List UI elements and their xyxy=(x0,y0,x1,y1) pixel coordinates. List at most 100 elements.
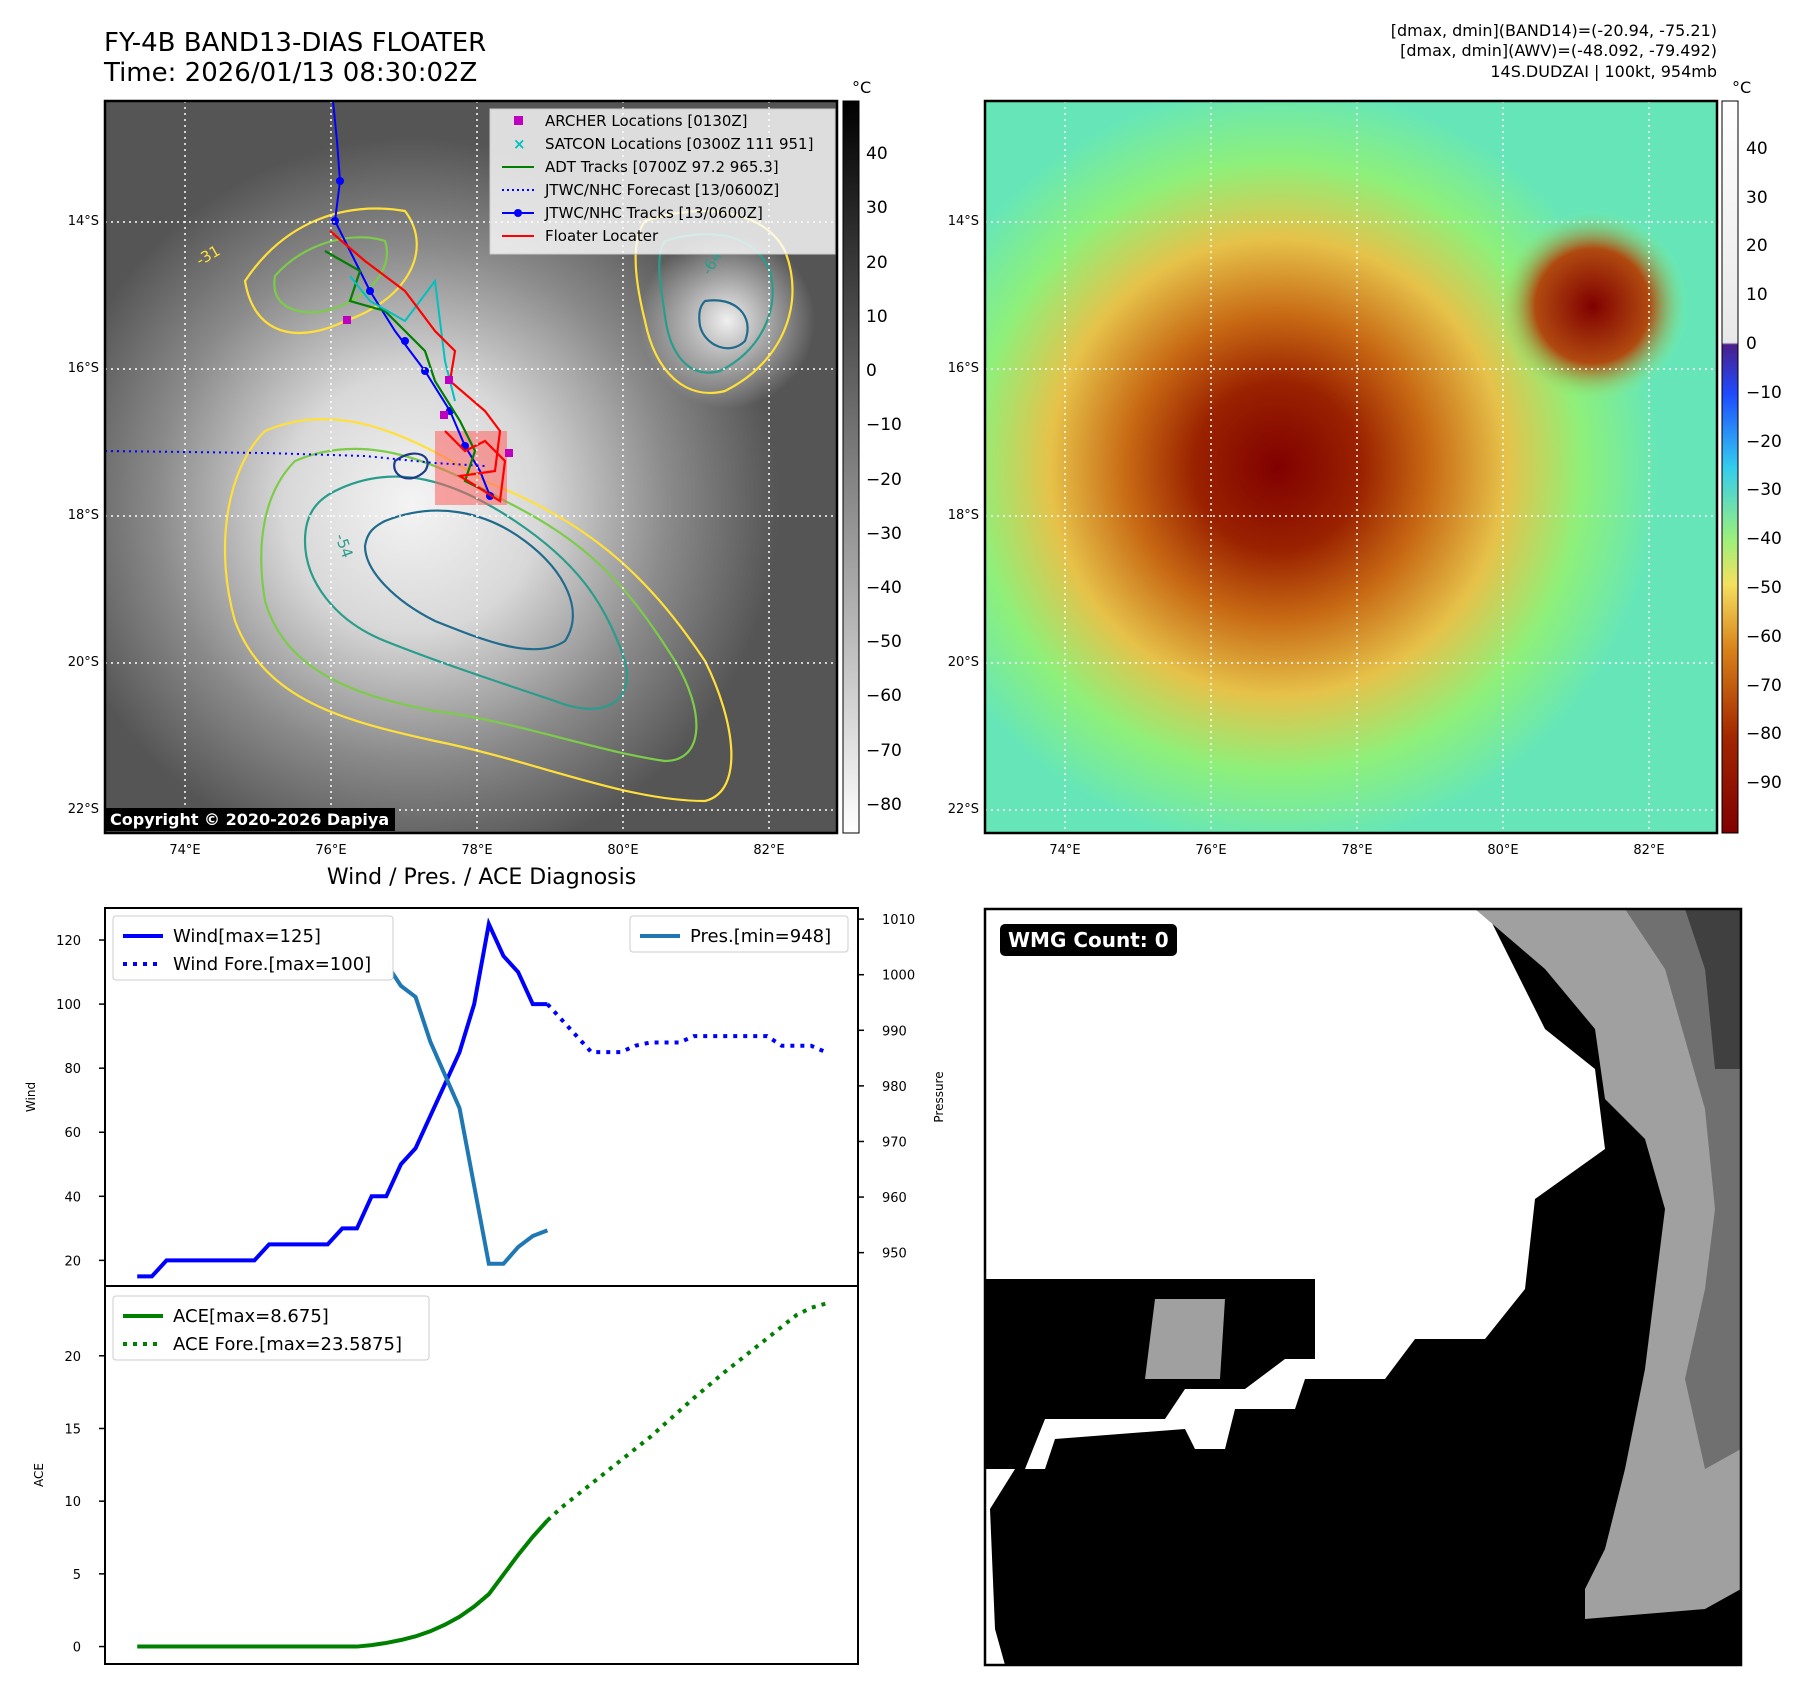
legend-marker: × xyxy=(513,135,526,153)
legend-label: Pres.[min=948] xyxy=(690,926,831,947)
lon-label: 80°E xyxy=(607,843,639,858)
colorbar-tick: 20 xyxy=(866,252,888,273)
lat-label: 22°S xyxy=(67,802,99,817)
jtwc-track-point xyxy=(366,287,374,295)
axis-label: Wind xyxy=(24,1082,38,1112)
colorbar-tick: 0 xyxy=(866,361,877,382)
colorbar-tick: −80 xyxy=(1746,724,1782,745)
wind-forecast-line xyxy=(545,1002,827,1055)
lon-label: 76°E xyxy=(315,843,347,858)
colorbar-tick: −40 xyxy=(866,578,902,598)
colorbar-tick: −80 xyxy=(866,794,902,815)
jtwc-track-point xyxy=(331,217,339,225)
adt-track xyxy=(324,250,486,492)
wmg-count-badge: WMG Count: 0 xyxy=(1000,924,1177,956)
awv-range: [dmax, dmin](AWV)=(-48.092, -79.492) xyxy=(1400,41,1717,60)
chart-title: FY-4B BAND13-DIAS FLOATER xyxy=(104,28,487,58)
colorbar-tick: −70 xyxy=(1746,675,1782,696)
axis-tick: 1000 xyxy=(882,969,915,984)
axis-tick: 60 xyxy=(64,1126,81,1141)
colorbar-tick: −10 xyxy=(866,415,902,436)
axis-tick: 10 xyxy=(64,1495,81,1510)
colorbar-tick: −20 xyxy=(1746,431,1782,452)
legend-label: JTWC/NHC Tracks [13/0600Z] xyxy=(544,204,763,222)
chart-legend xyxy=(112,1295,430,1361)
colorbar-tick: 40 xyxy=(1746,138,1768,159)
archer-point xyxy=(445,376,453,384)
axis-tick: 950 xyxy=(882,1247,907,1262)
axis-label: ACE xyxy=(32,1463,46,1487)
satcon-track xyxy=(349,275,456,402)
chart-legend xyxy=(629,915,849,953)
axis-tick: 990 xyxy=(882,1024,907,1039)
jtwc-track-point xyxy=(401,337,409,345)
axis-label: Pressure xyxy=(932,1071,946,1122)
colorbar-tick: −20 xyxy=(866,469,902,490)
archer-point xyxy=(343,316,351,324)
copyright-badge: Copyright © 2020-2026 Dapiya xyxy=(104,808,396,831)
lon-label: 78°E xyxy=(1341,843,1373,858)
lat-label: 14°S xyxy=(947,214,979,229)
colorbar-tick: −50 xyxy=(866,632,902,653)
axis-tick: 100 xyxy=(56,998,81,1013)
colorbar-tick: 10 xyxy=(1746,285,1768,306)
ir-color-map xyxy=(983,99,1719,835)
lon-label: 74°E xyxy=(1049,843,1081,858)
diagnosis-title: Wind / Pres. / ACE Diagnosis xyxy=(326,865,637,890)
axis-tick: 20 xyxy=(64,1350,81,1365)
colorbar-tick: −30 xyxy=(866,523,902,544)
grayscale-colorbar xyxy=(842,100,860,834)
legend-label: ACE[max=8.675] xyxy=(173,1306,329,1327)
legend-label: Wind Fore.[max=100] xyxy=(173,954,371,975)
jtwc-track-point xyxy=(336,177,344,185)
colorbar-unit: °C xyxy=(852,78,872,97)
chart-legend xyxy=(112,915,394,981)
axis-tick: 5 xyxy=(73,1568,81,1583)
ir-grayscale-map: -31 -54 -64 ARCHER Locations [0130Z xyxy=(103,99,839,835)
legend-marker xyxy=(514,209,522,217)
map-legend xyxy=(489,108,836,255)
storm-info: 14S.DUDZAI | 100kt, 954mb xyxy=(1490,62,1717,81)
axis-tick: 0 xyxy=(73,1641,81,1656)
colorbar-tick: 30 xyxy=(866,198,888,219)
legend-label: Floater Locater xyxy=(545,227,659,245)
archer-point xyxy=(440,411,448,419)
legend-marker xyxy=(514,116,523,125)
colorbar-tick: 40 xyxy=(866,144,888,165)
lat-label: 18°S xyxy=(67,508,99,523)
axis-tick: 20 xyxy=(64,1254,81,1269)
ace-line xyxy=(137,1519,549,1649)
colorbar-tick: 0 xyxy=(1746,334,1757,354)
axis-tick: 120 xyxy=(56,934,81,949)
lat-label: 20°S xyxy=(947,655,979,670)
legend-label: ADT Tracks [0700Z 97.2 965.3] xyxy=(545,158,779,176)
axis-tick: 15 xyxy=(64,1422,81,1437)
colorbar-tick: 10 xyxy=(866,306,888,327)
lat-label: 16°S xyxy=(67,361,99,376)
colorbar-tick: −40 xyxy=(1746,529,1782,550)
lat-label: 22°S xyxy=(947,802,979,817)
legend-label: Wind[max=125] xyxy=(173,926,321,947)
axis-tick: 960 xyxy=(882,1191,907,1206)
axis-tick: 1010 xyxy=(882,913,915,928)
lat-label: 20°S xyxy=(67,655,99,670)
lon-label: 76°E xyxy=(1195,843,1227,858)
colorbar-tick: −90 xyxy=(1746,773,1782,794)
legend-label: ACE Fore.[max=23.5875] xyxy=(173,1334,402,1355)
lon-label: 78°E xyxy=(461,843,493,858)
band14-range: [dmax, dmin](BAND14)=(-20.94, -75.21) xyxy=(1390,21,1717,40)
floater-path xyxy=(329,230,507,503)
lon-label: 80°E xyxy=(1487,843,1519,858)
lat-label: 18°S xyxy=(947,508,979,523)
colorbar-tick: −50 xyxy=(1746,578,1782,598)
ace-forecast-line xyxy=(546,1301,827,1522)
legend-label: SATCON Locations [0300Z 111 951] xyxy=(545,135,813,153)
lon-label: 82°E xyxy=(1633,843,1665,858)
legend-label: ARCHER Locations [0130Z] xyxy=(545,112,748,130)
color-colorbar xyxy=(1721,100,1739,834)
lat-label: 16°S xyxy=(947,361,979,376)
colorbar-tick: −10 xyxy=(1746,382,1782,403)
lat-label: 14°S xyxy=(67,214,99,229)
colorbar-tick: −60 xyxy=(1746,626,1782,647)
axis-tick: 80 xyxy=(64,1062,81,1077)
